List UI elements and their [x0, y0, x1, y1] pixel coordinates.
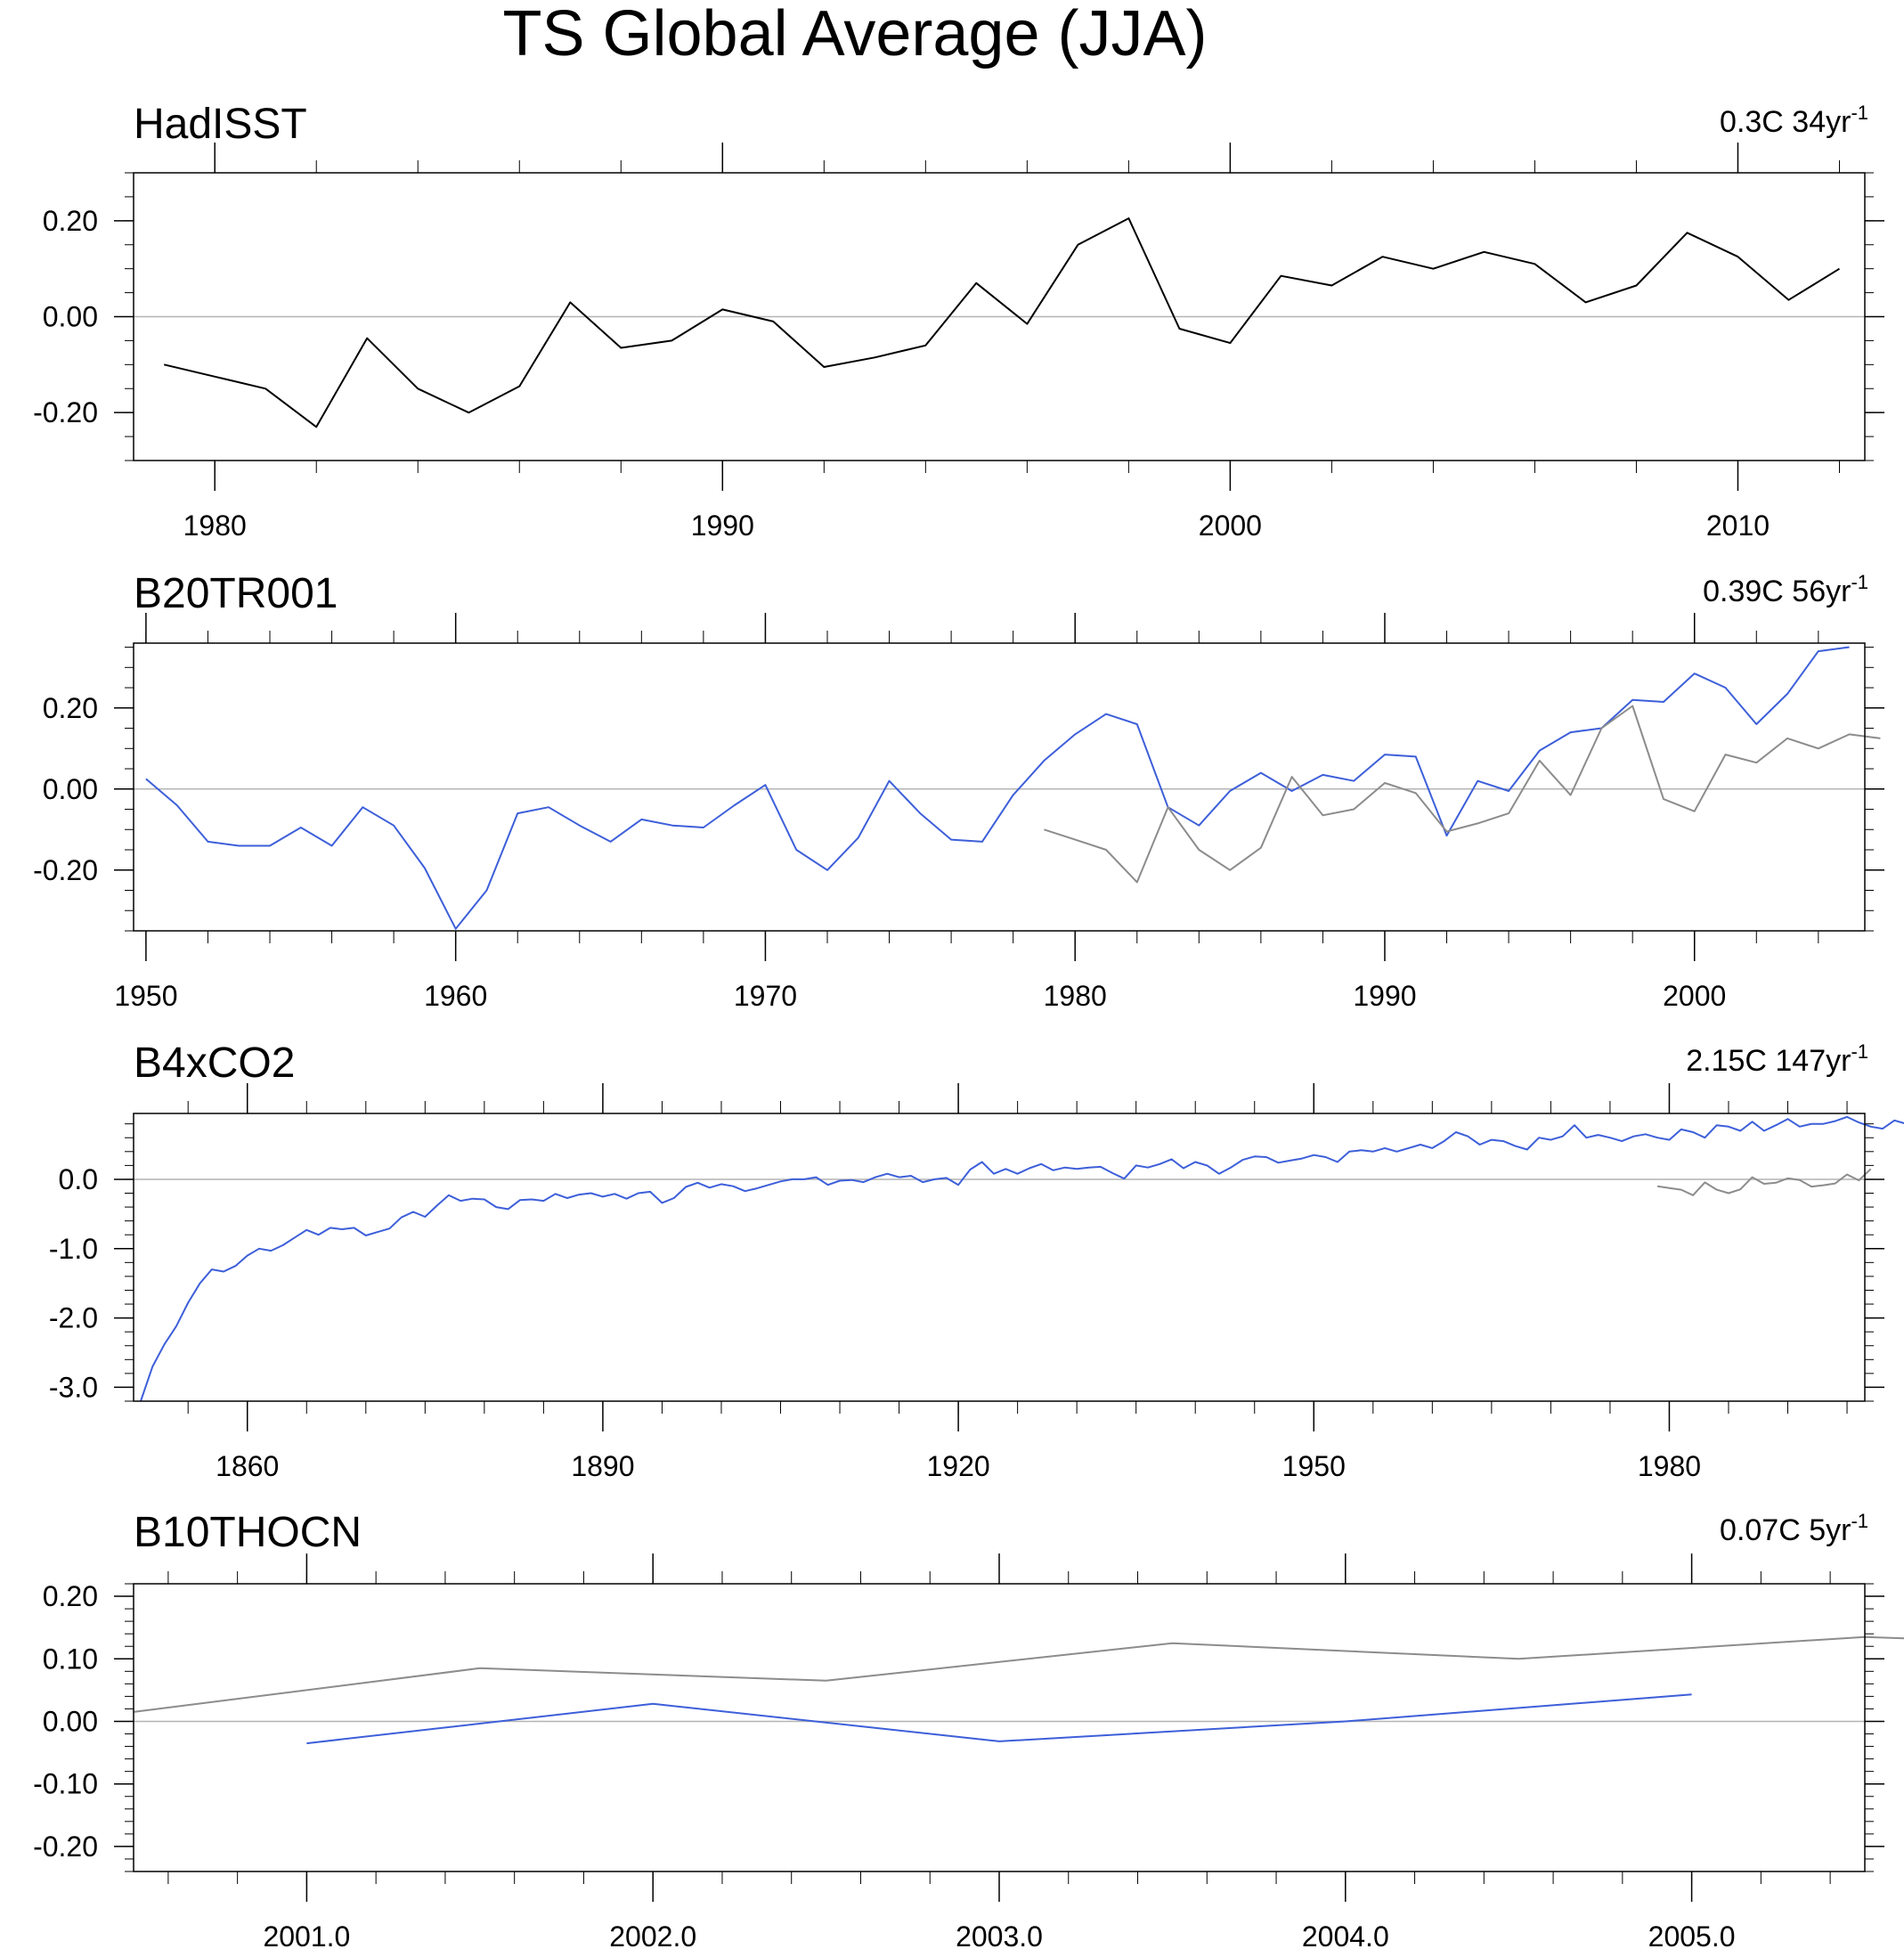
- plot-area: -3.0 -2.0 -1.0 0.0 1860 1890 1920 1950 1980: [49, 1083, 1904, 1482]
- y-tick-label: -3.0: [49, 1371, 98, 1403]
- panel-b4xco2: B4xCO2 2.15C 147yr-1 -3.0 -2.0 -1.0 0.0 1860…: [49, 1040, 1904, 1482]
- panel-trend: 0.07C 5yr-1: [1720, 1510, 1868, 1547]
- y-tick-label: -0.20: [33, 396, 98, 428]
- panel-trend: 0.3C 34yr-1: [1720, 102, 1868, 139]
- panel-b10thocn: B10THOCN 0.07C 5yr-1 -0.20 -0.10 0.00 0.10 0…: [33, 1509, 1904, 1953]
- x-tick-label: 2000: [1663, 980, 1726, 1012]
- x-tick-label: 2000: [1199, 510, 1262, 542]
- plot-area: -0.20 0.00 0.20 1980 1990 2000 2010: [33, 143, 1884, 542]
- x-tick-label: 2004.0: [1302, 1920, 1389, 1953]
- series-line-hadisst: [1656, 1168, 1872, 1196]
- panel-title: B4xCO2: [134, 1040, 295, 1087]
- panel-title: HadISST: [134, 101, 307, 148]
- series-line-b20tr001: [145, 646, 1850, 930]
- x-tick-label: 1980: [1638, 1450, 1701, 1482]
- y-tick-label: -0.20: [33, 854, 98, 886]
- x-tick-label: 1960: [424, 980, 487, 1012]
- plot-frame: [133, 1583, 1866, 1872]
- plot-frame: [133, 172, 1866, 461]
- x-tick-label: 2010: [1706, 510, 1770, 542]
- plot-frame: [133, 1113, 1866, 1402]
- panel-hadisst: HadISST 0.3C 34yr-1 -0.20 0.00 0.20 1980 199…: [33, 101, 1884, 542]
- y-tick-label: 0.20: [43, 692, 98, 724]
- y-tick-label: 0.00: [43, 1705, 98, 1737]
- plot-area: -0.20 0.00 0.20 1950 1960 1970 1980 1990 2000: [33, 613, 1884, 1012]
- panel-trend: 2.15C 147yr-1: [1686, 1040, 1868, 1078]
- x-tick-label: 1980: [1044, 980, 1107, 1012]
- x-tick-label: 1980: [183, 510, 247, 542]
- x-tick-label: 1920: [927, 1450, 990, 1482]
- figure-title: TS Global Average (JJA): [502, 0, 1207, 69]
- y-tick-label: -0.20: [33, 1831, 98, 1863]
- y-tick-label: 0.0: [59, 1163, 98, 1195]
- y-tick-label: 0.20: [43, 1580, 98, 1612]
- x-tick-label: 1860: [216, 1450, 279, 1482]
- y-tick-label: -0.10: [33, 1768, 98, 1800]
- x-tick-label: 2003.0: [956, 1920, 1043, 1953]
- x-tick-label: 1990: [1353, 980, 1416, 1012]
- panel-title: B10THOCN: [134, 1509, 362, 1556]
- x-tick-label: 1950: [1282, 1450, 1346, 1482]
- series-line-b10thocn: [306, 1693, 1692, 1745]
- y-tick-label: 0.00: [43, 301, 98, 333]
- plot-area: -0.20 -0.10 0.00 0.10 0.20 2001.0 2002.0 2003.0…: [33, 1553, 1904, 1953]
- panel-title: B20TR001: [134, 570, 338, 617]
- y-tick-label: -2.0: [49, 1302, 98, 1334]
- x-tick-label: 1970: [734, 980, 797, 1012]
- x-tick-label: 2005.0: [1648, 1920, 1736, 1953]
- x-tick-label: 1950: [114, 980, 177, 1012]
- series-line-hadisst: [133, 1635, 1904, 1713]
- y-tick-label: 0.20: [43, 205, 98, 237]
- panel-b20tr001: B20TR001 0.39C 56yr-1 -0.20 0.00 0.20 1950 1…: [33, 570, 1884, 1012]
- series-line-hadisst: [1044, 705, 1881, 884]
- series-line-b4xco2: [140, 1115, 1904, 1402]
- plot-frame: [133, 642, 1866, 932]
- x-tick-label: 1990: [691, 510, 754, 542]
- x-tick-label: 2001.0: [263, 1920, 350, 1953]
- panel-trend: 0.39C 56yr-1: [1703, 571, 1868, 608]
- y-tick-label: 0.10: [43, 1643, 98, 1675]
- y-tick-label: 0.00: [43, 773, 98, 805]
- x-tick-label: 2002.0: [609, 1920, 696, 1953]
- series-line-hadisst: [163, 217, 1841, 428]
- y-tick-label: -1.0: [49, 1233, 98, 1265]
- x-tick-label: 1890: [571, 1450, 634, 1482]
